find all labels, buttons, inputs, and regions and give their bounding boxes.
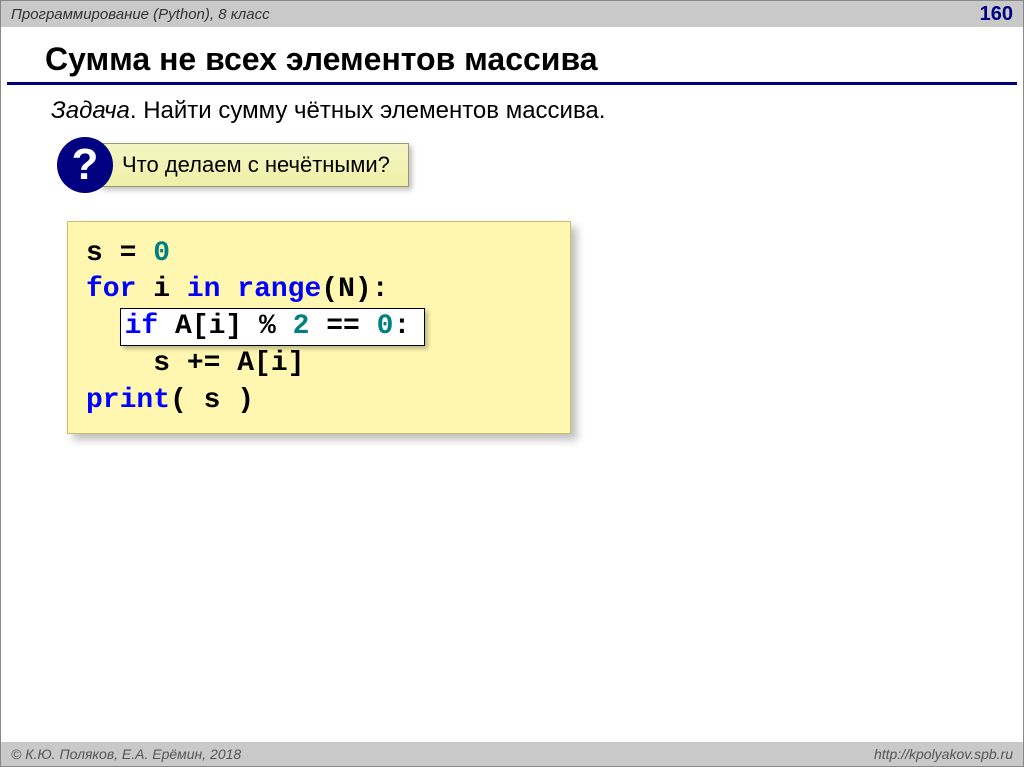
code-line: for i in range(N): [86,272,552,308]
slide-header: Программирование (Python), 8 класс 160 [1,1,1023,27]
slide-title: Сумма не всех элементов массива [7,27,1017,85]
page-number: 160 [980,3,1013,26]
question-text: Что делаем с нечётными? [99,143,409,187]
question-mark-icon: ? [57,137,113,193]
task-label: Задача [51,97,130,124]
course-title: Программирование (Python), 8 класс [11,6,270,23]
code-line: if A[i] % 2 == 0: [86,309,552,346]
question-callout: ? Что делаем с нечётными? [57,137,1023,193]
code-line: print( s ) [86,383,552,419]
highlighted-code: if A[i] % 2 == 0: [120,308,426,346]
slide-footer: © К.Ю. Поляков, Е.А. Ерёмин, 2018 http:/… [1,742,1023,766]
copyright: © К.Ю. Поляков, Е.А. Ерёмин, 2018 [11,746,241,762]
task-line: Задача. Найти сумму чётных элементов мас… [1,97,1023,137]
source-url: http://kpolyakov.spb.ru [874,746,1013,762]
code-line: s = 0 [86,236,552,272]
code-line: s += A[i] [86,346,552,382]
code-block: s = 0for i in range(N): if A[i] % 2 == 0… [67,221,571,434]
task-text: Найти сумму чётных элементов массива. [143,97,605,124]
